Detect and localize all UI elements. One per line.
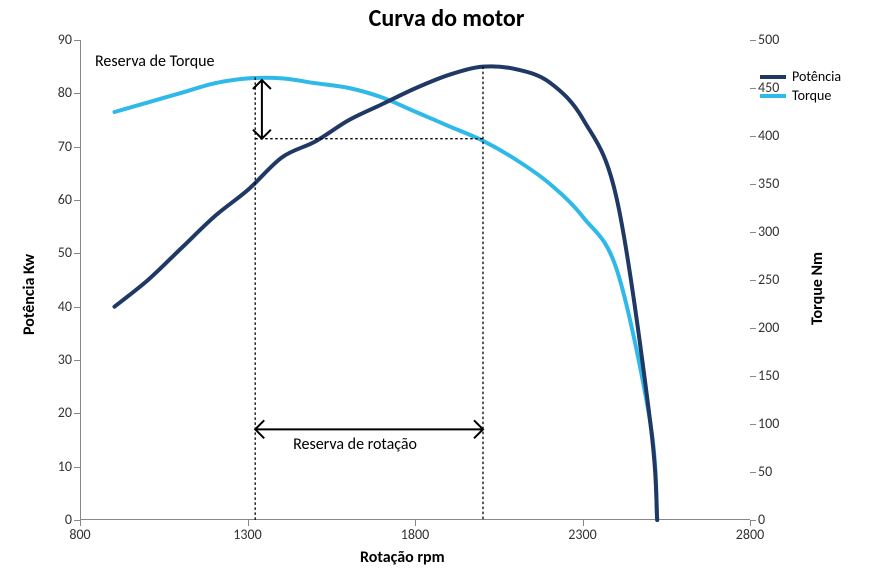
y-left-tick-label: 80	[36, 84, 72, 101]
y-right-tick-label: 50	[758, 463, 798, 480]
y-left-tick-label: 60	[36, 191, 72, 208]
legend-swatch	[760, 75, 786, 79]
y-right-tick-label: 250	[758, 271, 798, 288]
y-right-tick-label: 300	[758, 223, 798, 240]
y-axis-left-label: Potência Kw	[20, 254, 39, 335]
annotation-text: Reserva de Torque	[95, 52, 215, 71]
legend-label: Potência	[792, 68, 841, 85]
x-tick-label: 800	[60, 526, 100, 543]
y-right-tick-label: 0	[758, 511, 798, 528]
x-axis-label: Rotação rpm	[360, 548, 445, 567]
y-left-tick-label: 70	[36, 138, 72, 155]
y-axis-right-label: Torque Nm	[808, 252, 827, 325]
x-tick-label: 1300	[228, 526, 268, 543]
y-right-tick-label: 450	[758, 79, 798, 96]
y-right-tick-label: 100	[758, 415, 798, 432]
y-right-tick-label: 500	[758, 31, 798, 48]
y-left-tick-label: 50	[36, 244, 72, 261]
y-right-tick-label: 350	[758, 175, 798, 192]
x-tick-label: 2300	[563, 526, 603, 543]
y-left-tick-label: 10	[36, 458, 72, 475]
x-tick-label: 2800	[730, 526, 770, 543]
chart-container: Curva do motor Potência Kw Torque Nm Rot…	[0, 0, 893, 575]
y-right-tick-label: 400	[758, 127, 798, 144]
y-left-tick-label: 40	[36, 298, 72, 315]
x-tick-label: 1800	[395, 526, 435, 543]
chart-title: Curva do motor	[0, 4, 893, 33]
y-right-tick-label: 150	[758, 367, 798, 384]
y-left-tick-label: 0	[36, 511, 72, 528]
y-left-tick-label: 90	[36, 31, 72, 48]
y-left-tick-label: 20	[36, 404, 72, 421]
annotation-text: Reserva de rotação	[293, 435, 417, 454]
y-left-tick-label: 30	[36, 351, 72, 368]
y-right-tick-label: 200	[758, 319, 798, 336]
